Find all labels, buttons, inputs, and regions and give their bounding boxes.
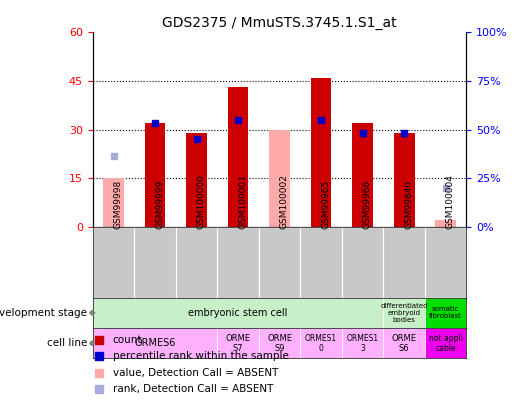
Bar	[383, 328, 425, 358]
Bar	[311, 78, 331, 227]
Text: ORME
S6: ORME S6	[392, 334, 417, 353]
Text: GSM100001: GSM100001	[238, 174, 247, 229]
Text: ORMES1
3: ORMES1 3	[347, 334, 378, 353]
Bar	[301, 227, 342, 298]
Bar	[186, 133, 207, 227]
Bar	[425, 298, 466, 328]
Bar	[134, 227, 176, 298]
Bar	[383, 227, 425, 298]
Text: not appli
cable: not appli cable	[429, 334, 463, 353]
Text: ORMES6: ORMES6	[134, 338, 176, 348]
Text: value, Detection Call = ABSENT: value, Detection Call = ABSENT	[112, 368, 278, 377]
Bar	[145, 123, 165, 227]
Bar	[342, 328, 383, 358]
Text: rank, Detection Call = ABSENT: rank, Detection Call = ABSENT	[112, 384, 273, 394]
Bar	[93, 298, 383, 328]
Text: GSM100000: GSM100000	[197, 174, 206, 229]
Text: ORME
S9: ORME S9	[267, 334, 292, 353]
Text: cell line: cell line	[47, 338, 87, 348]
Text: embryonic stem cell: embryonic stem cell	[188, 308, 288, 318]
Text: GSM99998: GSM99998	[113, 180, 122, 229]
Text: differentiated
embryoid
bodies: differentiated embryoid bodies	[381, 303, 428, 323]
Text: count: count	[112, 335, 142, 345]
Bar	[217, 227, 259, 298]
Bar	[217, 328, 259, 358]
Text: percentile rank within the sample: percentile rank within the sample	[112, 352, 288, 361]
Title: GDS2375 / MmuSTS.3745.1.S1_at: GDS2375 / MmuSTS.3745.1.S1_at	[162, 16, 397, 30]
Bar	[425, 227, 466, 298]
Bar	[103, 178, 124, 227]
Text: GSM99966: GSM99966	[363, 180, 372, 229]
Text: development stage: development stage	[0, 308, 87, 318]
Bar	[259, 328, 301, 358]
Text: GSM100004: GSM100004	[446, 174, 455, 229]
Bar	[301, 328, 342, 358]
Bar	[342, 227, 383, 298]
Text: ORME
S7: ORME S7	[226, 334, 251, 353]
Text: GSM99999: GSM99999	[155, 180, 164, 229]
Bar	[352, 123, 373, 227]
Text: somatic
fibroblast: somatic fibroblast	[429, 306, 462, 320]
Bar	[269, 130, 290, 227]
Text: ORMES1
0: ORMES1 0	[305, 334, 337, 353]
Bar	[93, 227, 134, 298]
Text: GSM99965: GSM99965	[321, 180, 330, 229]
Bar	[394, 133, 414, 227]
Bar	[383, 298, 425, 328]
Bar	[176, 227, 217, 298]
Text: GSM100002: GSM100002	[280, 174, 288, 229]
Text: GSM99840: GSM99840	[404, 180, 413, 229]
Bar	[425, 328, 466, 358]
Bar	[93, 328, 217, 358]
Bar	[228, 87, 249, 227]
Bar	[435, 220, 456, 227]
Bar	[259, 227, 301, 298]
